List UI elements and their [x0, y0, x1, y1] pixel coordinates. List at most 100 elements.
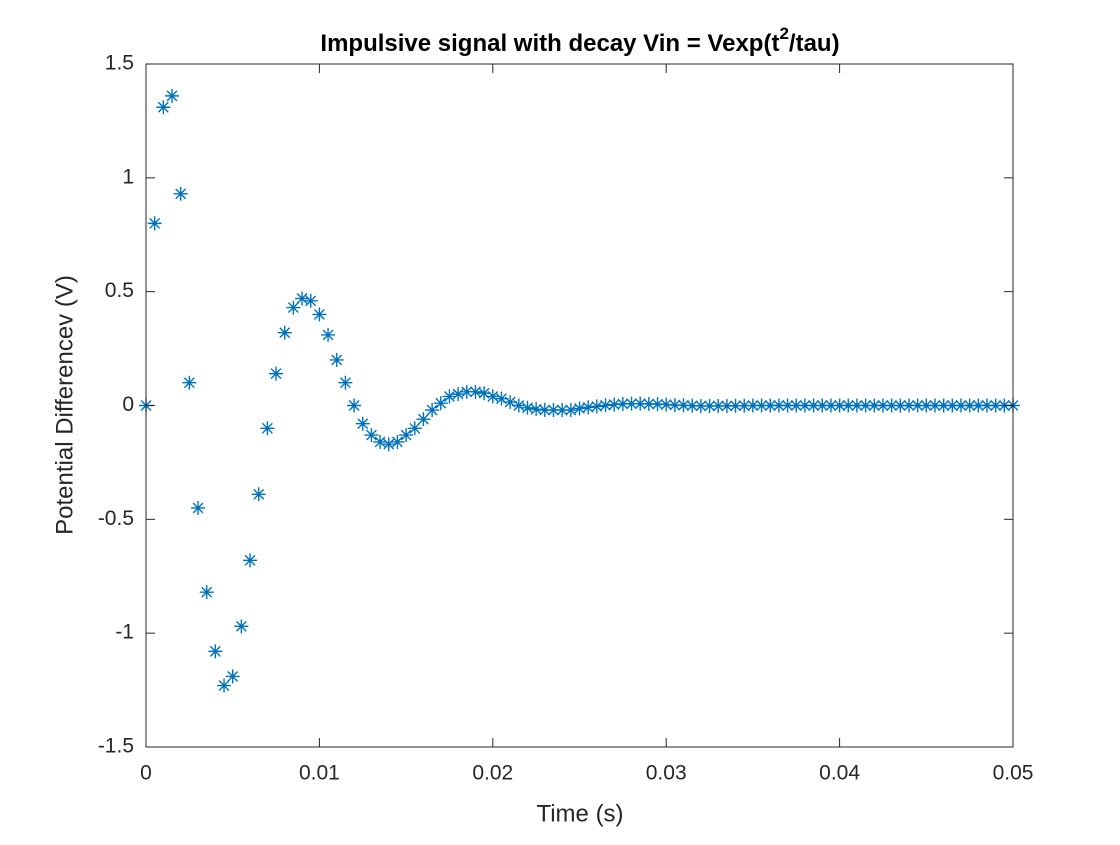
y-axis-label: Potential Differencev (V): [51, 275, 78, 535]
marker: [832, 398, 847, 413]
marker: [763, 398, 778, 413]
marker: [511, 398, 526, 413]
marker: [277, 325, 292, 340]
x-tick-label: 0.01: [299, 762, 340, 785]
marker: [841, 398, 856, 413]
marker: [329, 352, 344, 367]
marker: [971, 398, 986, 413]
marker: [650, 397, 665, 412]
marker: [217, 678, 232, 693]
marker: [988, 398, 1003, 413]
marker: [416, 412, 431, 427]
x-tick-label: 0.02: [472, 762, 513, 785]
marker: [537, 403, 552, 418]
marker: [338, 375, 353, 390]
marker: [303, 293, 318, 308]
marker: [399, 428, 414, 443]
x-axis-label: Time (s): [536, 800, 623, 827]
marker: [693, 398, 708, 413]
marker: [962, 398, 977, 413]
x-tick-label: 0.03: [646, 762, 687, 785]
marker: [754, 398, 769, 413]
marker: [719, 398, 734, 413]
marker: [269, 366, 284, 381]
marker: [711, 398, 726, 413]
y-tick-label: -1.5: [98, 735, 134, 758]
y-tick-label: 1.5: [105, 52, 134, 75]
marker: [737, 398, 752, 413]
marker: [208, 644, 223, 659]
marker: [945, 398, 960, 413]
title-superscript: 2: [779, 24, 788, 43]
marks: [139, 88, 1020, 693]
title-text: Impulsive signal with decay Vin = Vexp(t: [320, 30, 779, 57]
marker: [884, 398, 899, 413]
marker: [875, 398, 890, 413]
x-tick-label: 0.04: [819, 762, 860, 785]
marker: [165, 88, 180, 103]
marker: [615, 396, 630, 411]
marker: [563, 403, 578, 418]
y-tick-label: -1: [115, 621, 134, 644]
marker: [641, 396, 656, 411]
marker: [867, 398, 882, 413]
marker: [425, 403, 440, 418]
marker: [598, 398, 613, 413]
marker: [927, 398, 942, 413]
marker: [156, 100, 171, 115]
marker: [442, 389, 457, 404]
marker: [823, 398, 838, 413]
marker: [979, 398, 994, 413]
marker: [589, 399, 604, 414]
x-tick-label: 0.05: [993, 762, 1034, 785]
marker: [780, 398, 795, 413]
marker: [243, 553, 258, 568]
marker: [347, 398, 362, 413]
marker: [797, 398, 812, 413]
y-tick-label: 0: [122, 393, 134, 416]
marker: [147, 216, 162, 231]
marker: [260, 421, 275, 436]
marker: [312, 307, 327, 322]
marker: [364, 428, 379, 443]
marker: [702, 398, 717, 413]
marker: [321, 327, 336, 342]
marker: [286, 300, 301, 315]
y-tick-label: -0.5: [98, 507, 134, 530]
marker: [953, 398, 968, 413]
marker: [503, 395, 518, 410]
marker: [667, 398, 682, 413]
marker: [581, 400, 596, 415]
marker: [555, 403, 570, 418]
marker: [919, 398, 934, 413]
marker: [191, 500, 206, 515]
marker: [485, 389, 500, 404]
marker: [745, 398, 760, 413]
marker: [849, 398, 864, 413]
title-text-end: /tau): [789, 30, 840, 57]
marker: [901, 398, 916, 413]
marker: [451, 387, 466, 402]
marker: [459, 384, 474, 399]
marker: [529, 402, 544, 417]
marker: [234, 619, 249, 634]
marker: [789, 398, 804, 413]
marker: [355, 416, 370, 431]
y-tick-label: 0.5: [105, 279, 134, 302]
marker: [633, 396, 648, 411]
marker: [607, 397, 622, 412]
marker: [728, 398, 743, 413]
marker: [771, 398, 786, 413]
y-tick-label: 1: [122, 165, 134, 188]
marker: [858, 398, 873, 413]
marker: [893, 398, 908, 413]
marker: [546, 403, 561, 418]
marker: [199, 585, 214, 600]
marker: [381, 437, 396, 452]
marker: [676, 398, 691, 413]
marker: [225, 669, 240, 684]
marker: [390, 434, 405, 449]
marker: [373, 434, 388, 449]
chart-title: Impulsive signal with decay Vin = Vexp(t…: [320, 24, 839, 57]
